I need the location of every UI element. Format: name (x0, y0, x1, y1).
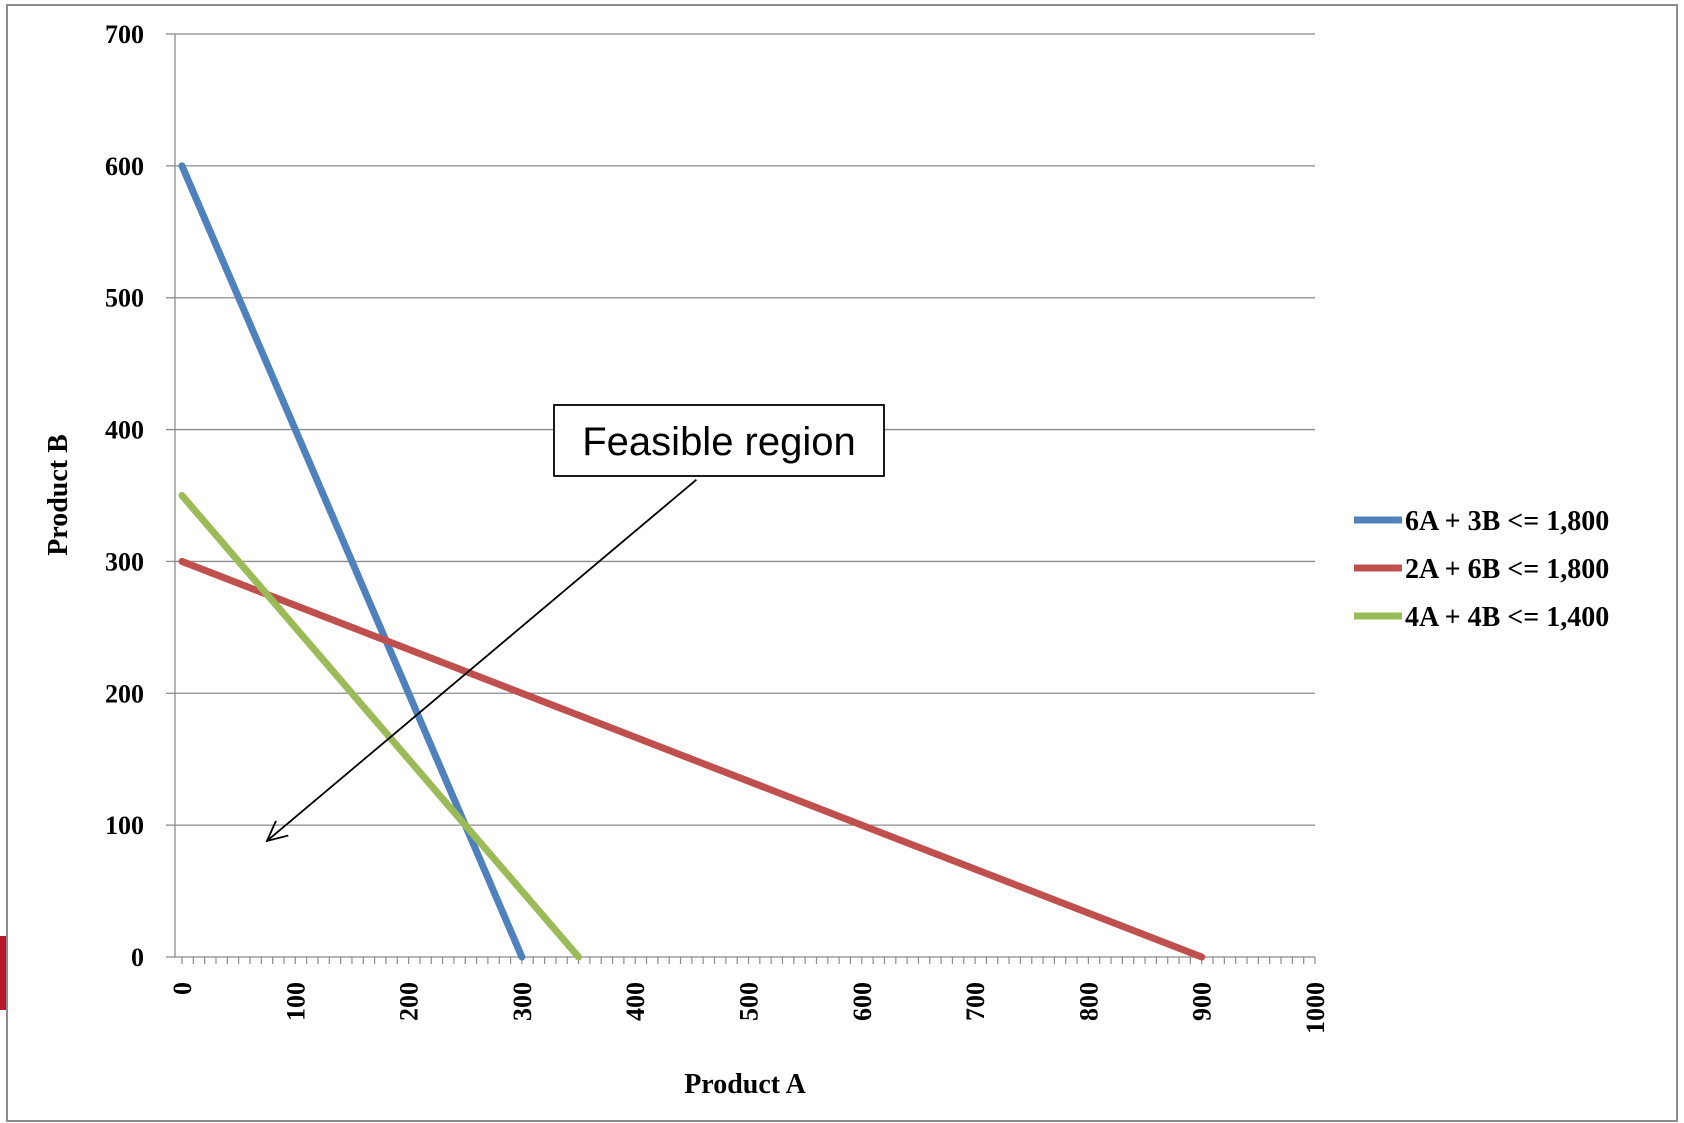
y-axis-title: Product B (43, 434, 74, 556)
chart-frame (6, 4, 1678, 1122)
series-line-2 (178, 557, 1206, 961)
annotation-arrow-line (266, 478, 697, 842)
gridlines (175, 33, 1315, 826)
legend: 6A + 3B <= 1,800 2A + 6B <= 1,800 4A + 4B … (1354, 506, 1609, 633)
y-tick-label: 700 (105, 20, 144, 49)
x-tick-label: 0 (168, 982, 197, 995)
y-tick-label: 500 (105, 284, 144, 313)
x-tick-label: 300 (508, 982, 537, 1021)
x-tick-label: 600 (848, 982, 877, 1021)
slide-accent (0, 936, 6, 1010)
annotation-label: Feasible region (582, 420, 856, 464)
y-tick-label: 0 (131, 943, 144, 972)
series-line-3 (178, 492, 583, 961)
x-tick-label: 900 (1188, 982, 1217, 1021)
y-tick-label: 300 (105, 547, 144, 576)
annotation-box (553, 404, 885, 477)
x-tick-label: 1000 (1301, 982, 1330, 1034)
x-tick-label: 500 (735, 982, 764, 1021)
legend-label-2: 2A + 6B <= 1,800 (1405, 554, 1609, 585)
legend-label-3: 4A + 4B <= 1,400 (1405, 602, 1609, 633)
annotation: Feasible region (265, 404, 885, 843)
x-tick-label: 700 (961, 982, 990, 1021)
y-tick-label: 100 (105, 811, 144, 840)
x-tick-label: 100 (281, 982, 310, 1021)
legend-label-1: 6A + 3B <= 1,800 (1405, 506, 1609, 537)
x-tick-label: 400 (621, 982, 650, 1021)
x-axis-title: Product A (684, 1069, 806, 1100)
x-tick-label: 800 (1074, 982, 1103, 1021)
series-lines (178, 162, 1206, 961)
axes (174, 34, 1315, 958)
y-tick-label: 400 (105, 416, 144, 445)
y-tick-label: 200 (105, 679, 144, 708)
y-axis-ticks: 0 100 200 300 400 500 600 700 (105, 20, 175, 972)
x-axis-ticks: 0 100 200 300 400 500 600 700 800 900 1000 (168, 957, 1330, 1034)
y-tick-label: 600 (105, 152, 144, 181)
annotation-arrow-head (265, 820, 289, 843)
x-tick-label: 200 (395, 982, 424, 1021)
